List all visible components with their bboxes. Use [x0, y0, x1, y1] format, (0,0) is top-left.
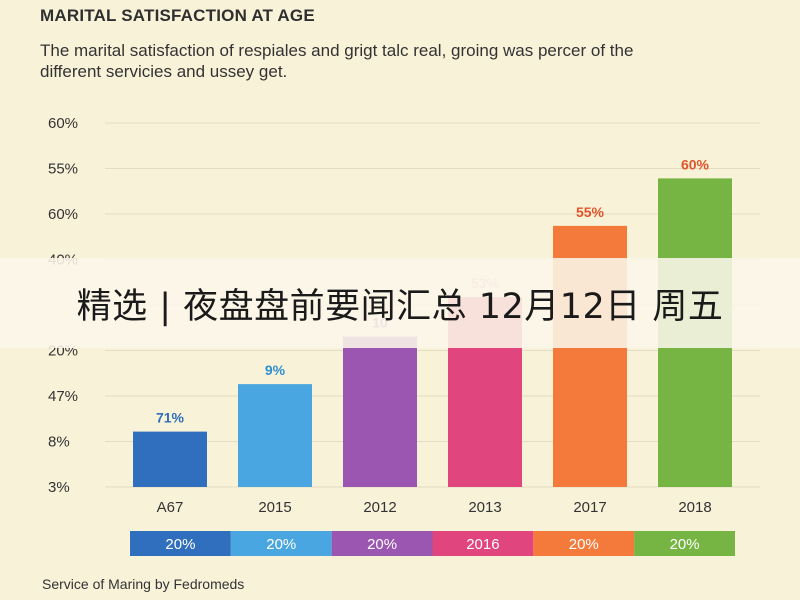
color-strip: 20% 20% 20% 2016 20% 20% — [130, 531, 735, 556]
x-tick-label: 2013 — [468, 499, 501, 516]
strip-segment — [432, 531, 534, 556]
y-tick-label: 60% — [48, 115, 78, 132]
y-tick-label: 60% — [48, 206, 78, 223]
strip-label: 20% — [266, 536, 296, 553]
chart-subtitle: The marital satisfaction of respiales an… — [40, 41, 634, 81]
data-label: 55% — [576, 204, 605, 220]
x-tick-label: 2015 — [258, 499, 291, 516]
y-tick-label: 3% — [48, 479, 70, 496]
strip-label: 2016 — [466, 536, 499, 553]
x-axis-ticks: A67 2015 2012 2013 2017 2018 — [157, 499, 712, 516]
strip-label: 20% — [569, 536, 599, 553]
bar — [238, 384, 312, 487]
x-tick-label: 2012 — [363, 499, 396, 516]
data-label: 71% — [156, 410, 185, 426]
y-tick-label: 47% — [48, 388, 78, 405]
strip-segment — [130, 531, 231, 556]
strip-label: 20% — [670, 536, 700, 553]
bar — [343, 336, 417, 487]
x-tick-label: A67 — [157, 499, 184, 516]
overlay-banner: 精选 | 夜盘盘前要闻汇总 12月12日 周五 — [0, 258, 800, 348]
y-tick-label: 8% — [48, 434, 70, 451]
chart-source: Service of Maring by Fedromeds — [42, 576, 245, 592]
x-tick-label: 2018 — [678, 499, 711, 516]
strip-segment — [230, 531, 332, 556]
strip-segment — [331, 531, 433, 556]
y-tick-label: 55% — [48, 161, 78, 178]
strip-segment — [533, 531, 635, 556]
strip-segment — [634, 531, 735, 556]
data-label: 60% — [681, 156, 710, 172]
bar — [133, 431, 207, 487]
strip-label: 20% — [367, 536, 397, 553]
chart-title: MARITAL SATISFACTION AT AGE — [40, 6, 315, 25]
x-tick-label: 2017 — [573, 499, 606, 516]
data-label: 9% — [265, 362, 286, 378]
strip-label: 20% — [165, 536, 195, 553]
banner-text: 精选 | 夜盘盘前要闻汇总 12月12日 周五 — [76, 286, 724, 327]
